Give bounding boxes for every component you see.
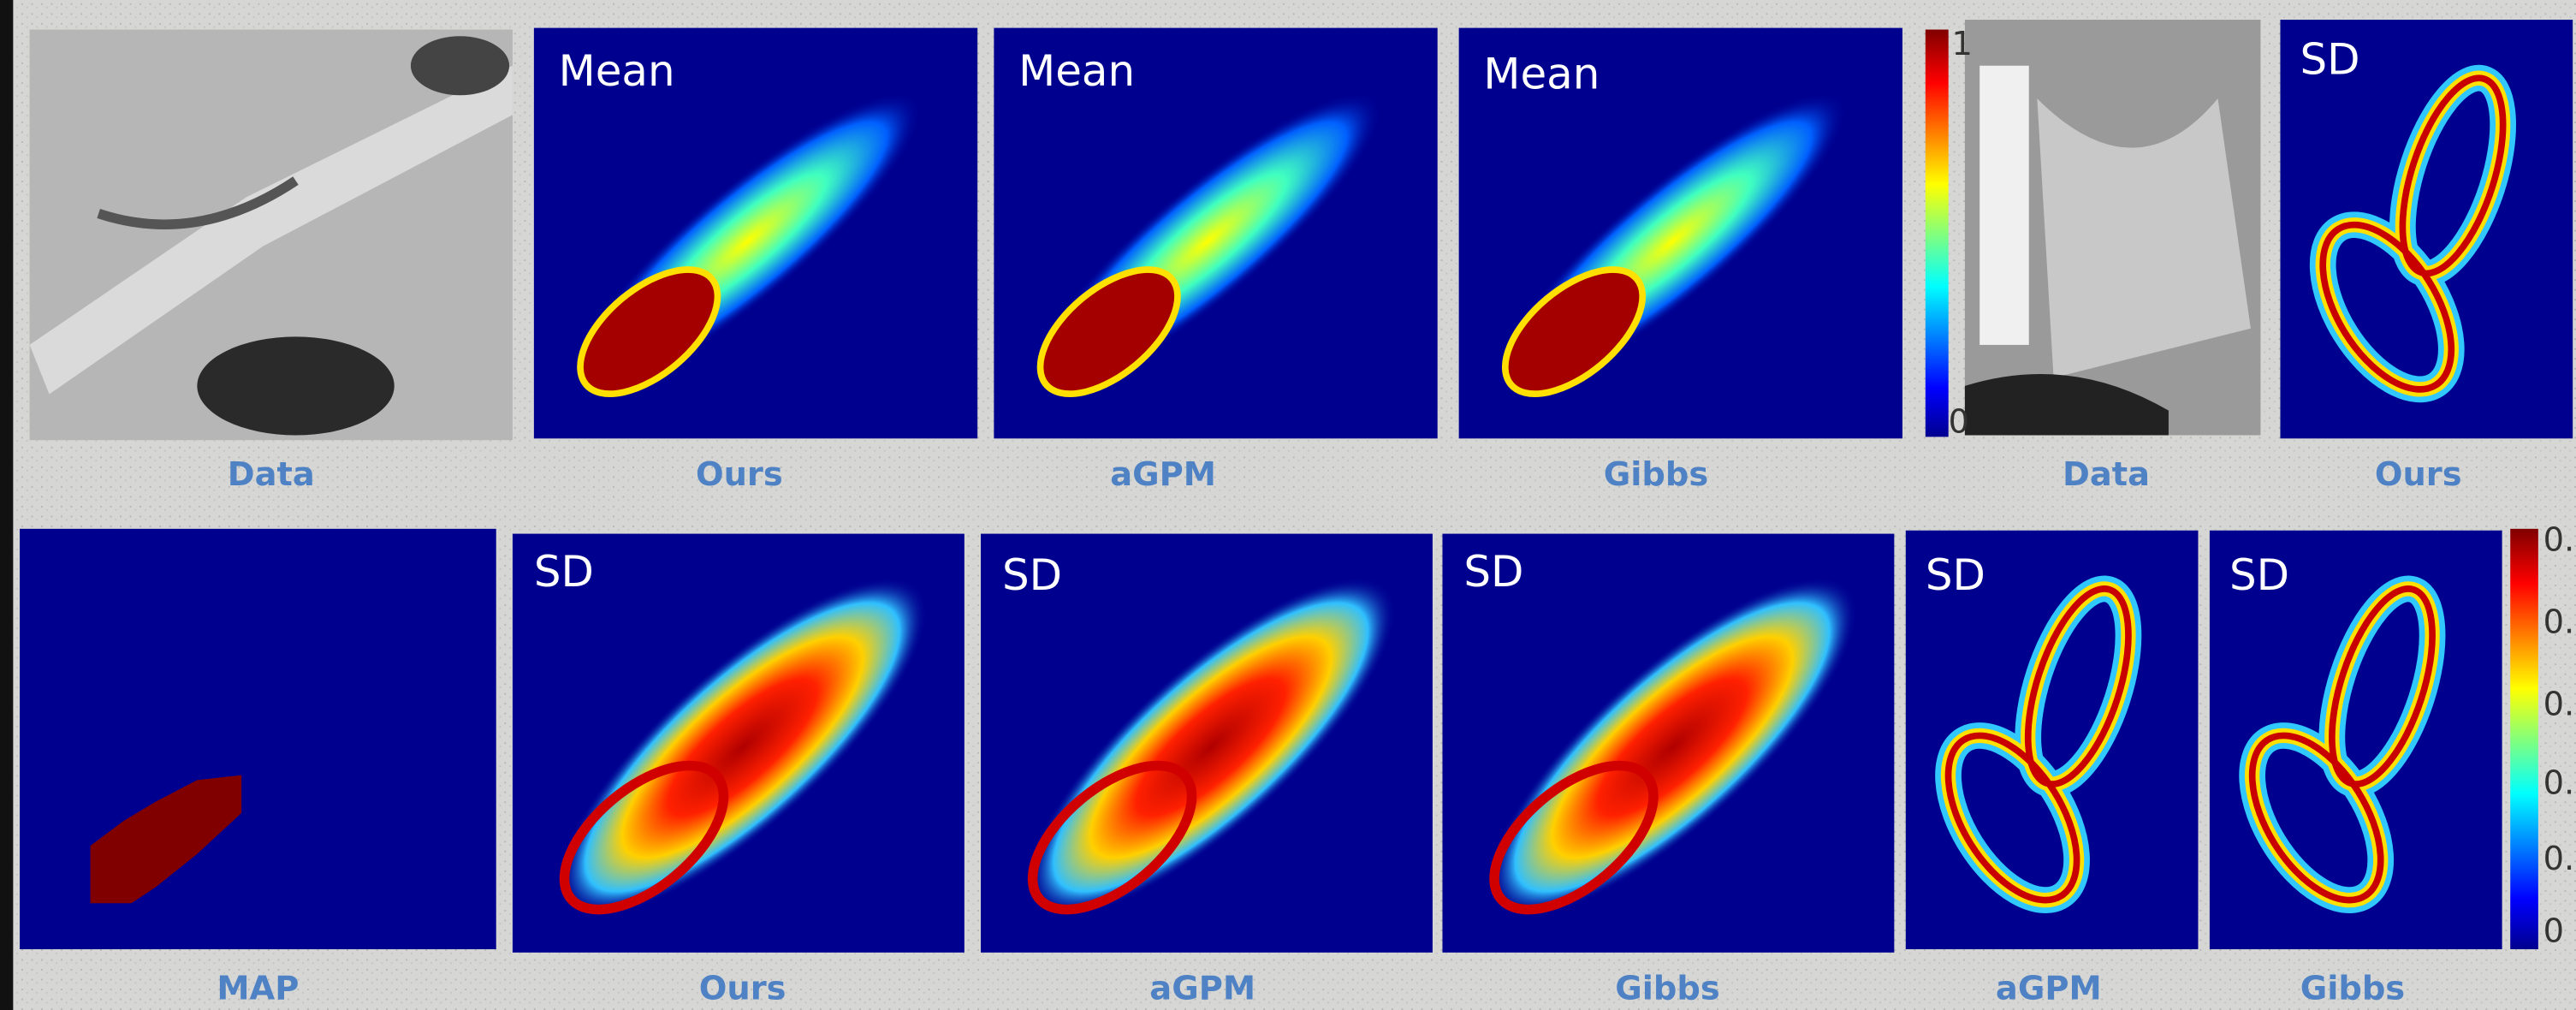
colorbar-tick: 0.5	[2543, 521, 2576, 560]
overlay-label: SD	[2229, 550, 2289, 600]
panel-label: Data	[2063, 455, 2150, 494]
colorbar-tick: 1	[1952, 25, 1973, 63]
page: {"top_row": {"overlays": ["Mean", "Mean"…	[0, 0, 2576, 1010]
left-edge	[0, 0, 13, 1010]
overlay-label: SD	[534, 547, 594, 597]
figure: Mean Mean Mean SD 1 0 Data Ours aGPM Gib…	[0, 0, 2576, 1010]
panel-label: Gibbs	[2300, 969, 2405, 1007]
panel-label: Gibbs	[1615, 969, 1719, 1007]
data-image	[1965, 20, 2261, 435]
panel-label: Gibbs	[1604, 455, 1708, 494]
overlay-label: SD	[1002, 550, 1062, 600]
panel-label: aGPM	[1996, 969, 2102, 1007]
colorbar	[2510, 529, 2538, 949]
colorbar-tick: 0	[1949, 403, 1969, 442]
colorbar-tick: 0.1	[2543, 840, 2576, 878]
data-image	[30, 30, 513, 441]
overlay-label: SD	[2300, 34, 2360, 84]
overlay-label: SD	[1926, 550, 1985, 600]
colorbar	[1926, 30, 1949, 437]
panel-label: aGPM	[1149, 969, 1255, 1007]
panel-label: Ours	[699, 969, 786, 1007]
overlay-label: Mean	[1483, 50, 1600, 99]
overlay-label: SD	[1463, 547, 1523, 597]
panel-label: MAP	[217, 969, 299, 1007]
panel-label: Ours	[696, 455, 783, 494]
colorbar-tick: 0.3	[2543, 686, 2576, 724]
colorbar-tick: 0	[2543, 912, 2564, 950]
panel-label: Ours	[2375, 455, 2462, 494]
panel-label: aGPM	[1110, 455, 1216, 494]
colorbar-tick: 0.4	[2543, 603, 2576, 642]
map-image	[20, 529, 496, 949]
colorbar-tick: 0.2	[2543, 764, 2576, 803]
overlay-label: Mean	[559, 46, 675, 96]
panel-label: Data	[228, 455, 315, 494]
overlay-label: Mean	[1018, 46, 1135, 96]
